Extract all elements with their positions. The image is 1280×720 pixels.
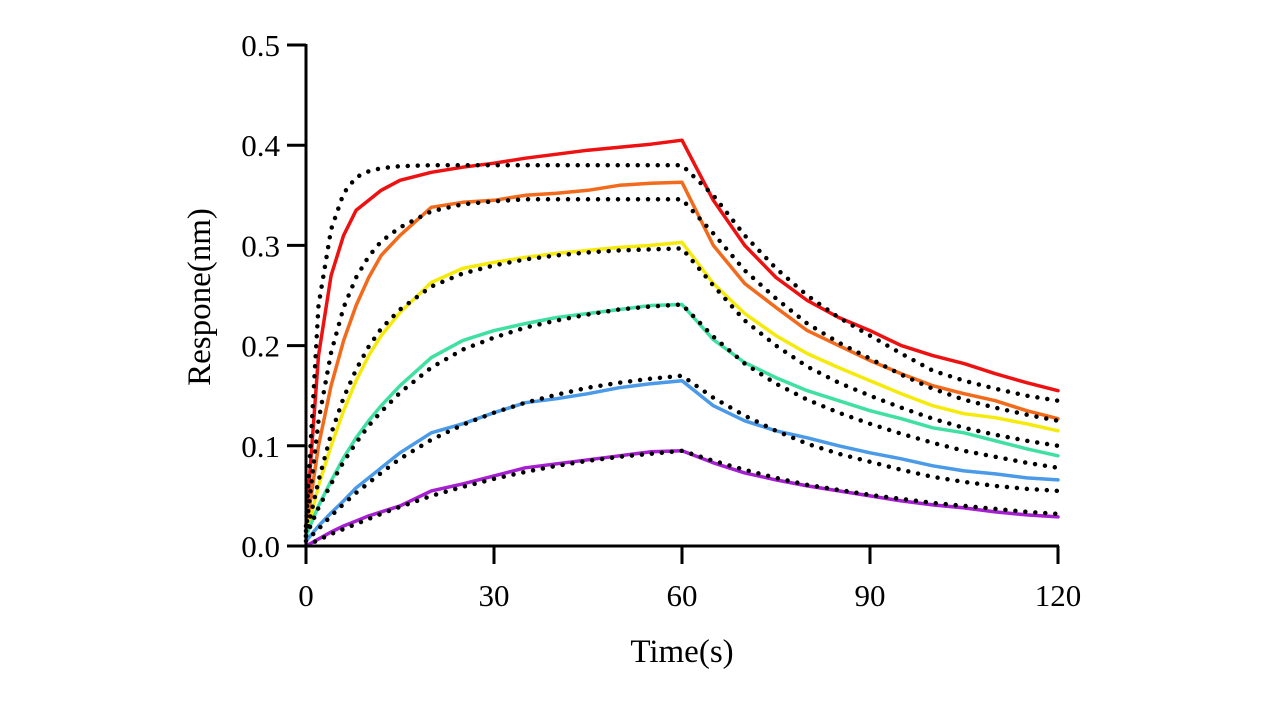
y-tick-label: 0.1 bbox=[241, 429, 280, 464]
y-tick-label: 0.3 bbox=[241, 228, 280, 263]
series-line-6 bbox=[304, 449, 1060, 548]
fit-curve-5 bbox=[303, 373, 1061, 544]
y-tick-label: 0.5 bbox=[241, 28, 280, 63]
series-line-2 bbox=[304, 180, 1060, 533]
y-axis-title: Respone(nm) bbox=[182, 208, 218, 386]
x-tick-label: 120 bbox=[1035, 578, 1082, 613]
axes: 0.0 0.1 0.2 0.3 0.4 0.5 0 30 60 90 120 bbox=[241, 28, 1081, 613]
x-tick-label: 60 bbox=[667, 578, 698, 613]
x-tick-label: 30 bbox=[479, 578, 510, 613]
fit-curve-3 bbox=[303, 246, 1061, 539]
fit-curve-1 bbox=[303, 162, 1061, 529]
fit-curve-4 bbox=[303, 302, 1061, 539]
plot-series bbox=[304, 138, 1060, 548]
y-tick-label: 0.0 bbox=[241, 529, 280, 564]
x-tick-label: 0 bbox=[298, 578, 314, 613]
fit-curve-2 bbox=[303, 197, 1061, 534]
fit-curves bbox=[303, 162, 1061, 549]
series-line-3 bbox=[304, 240, 1060, 538]
series-line-5 bbox=[304, 378, 1060, 543]
series-line-1 bbox=[304, 138, 1060, 528]
y-tick-label: 0.2 bbox=[241, 329, 280, 364]
x-tick-label: 90 bbox=[855, 578, 886, 613]
y-tick-label: 0.4 bbox=[241, 128, 280, 163]
x-axis-title: Time(s) bbox=[630, 634, 733, 670]
